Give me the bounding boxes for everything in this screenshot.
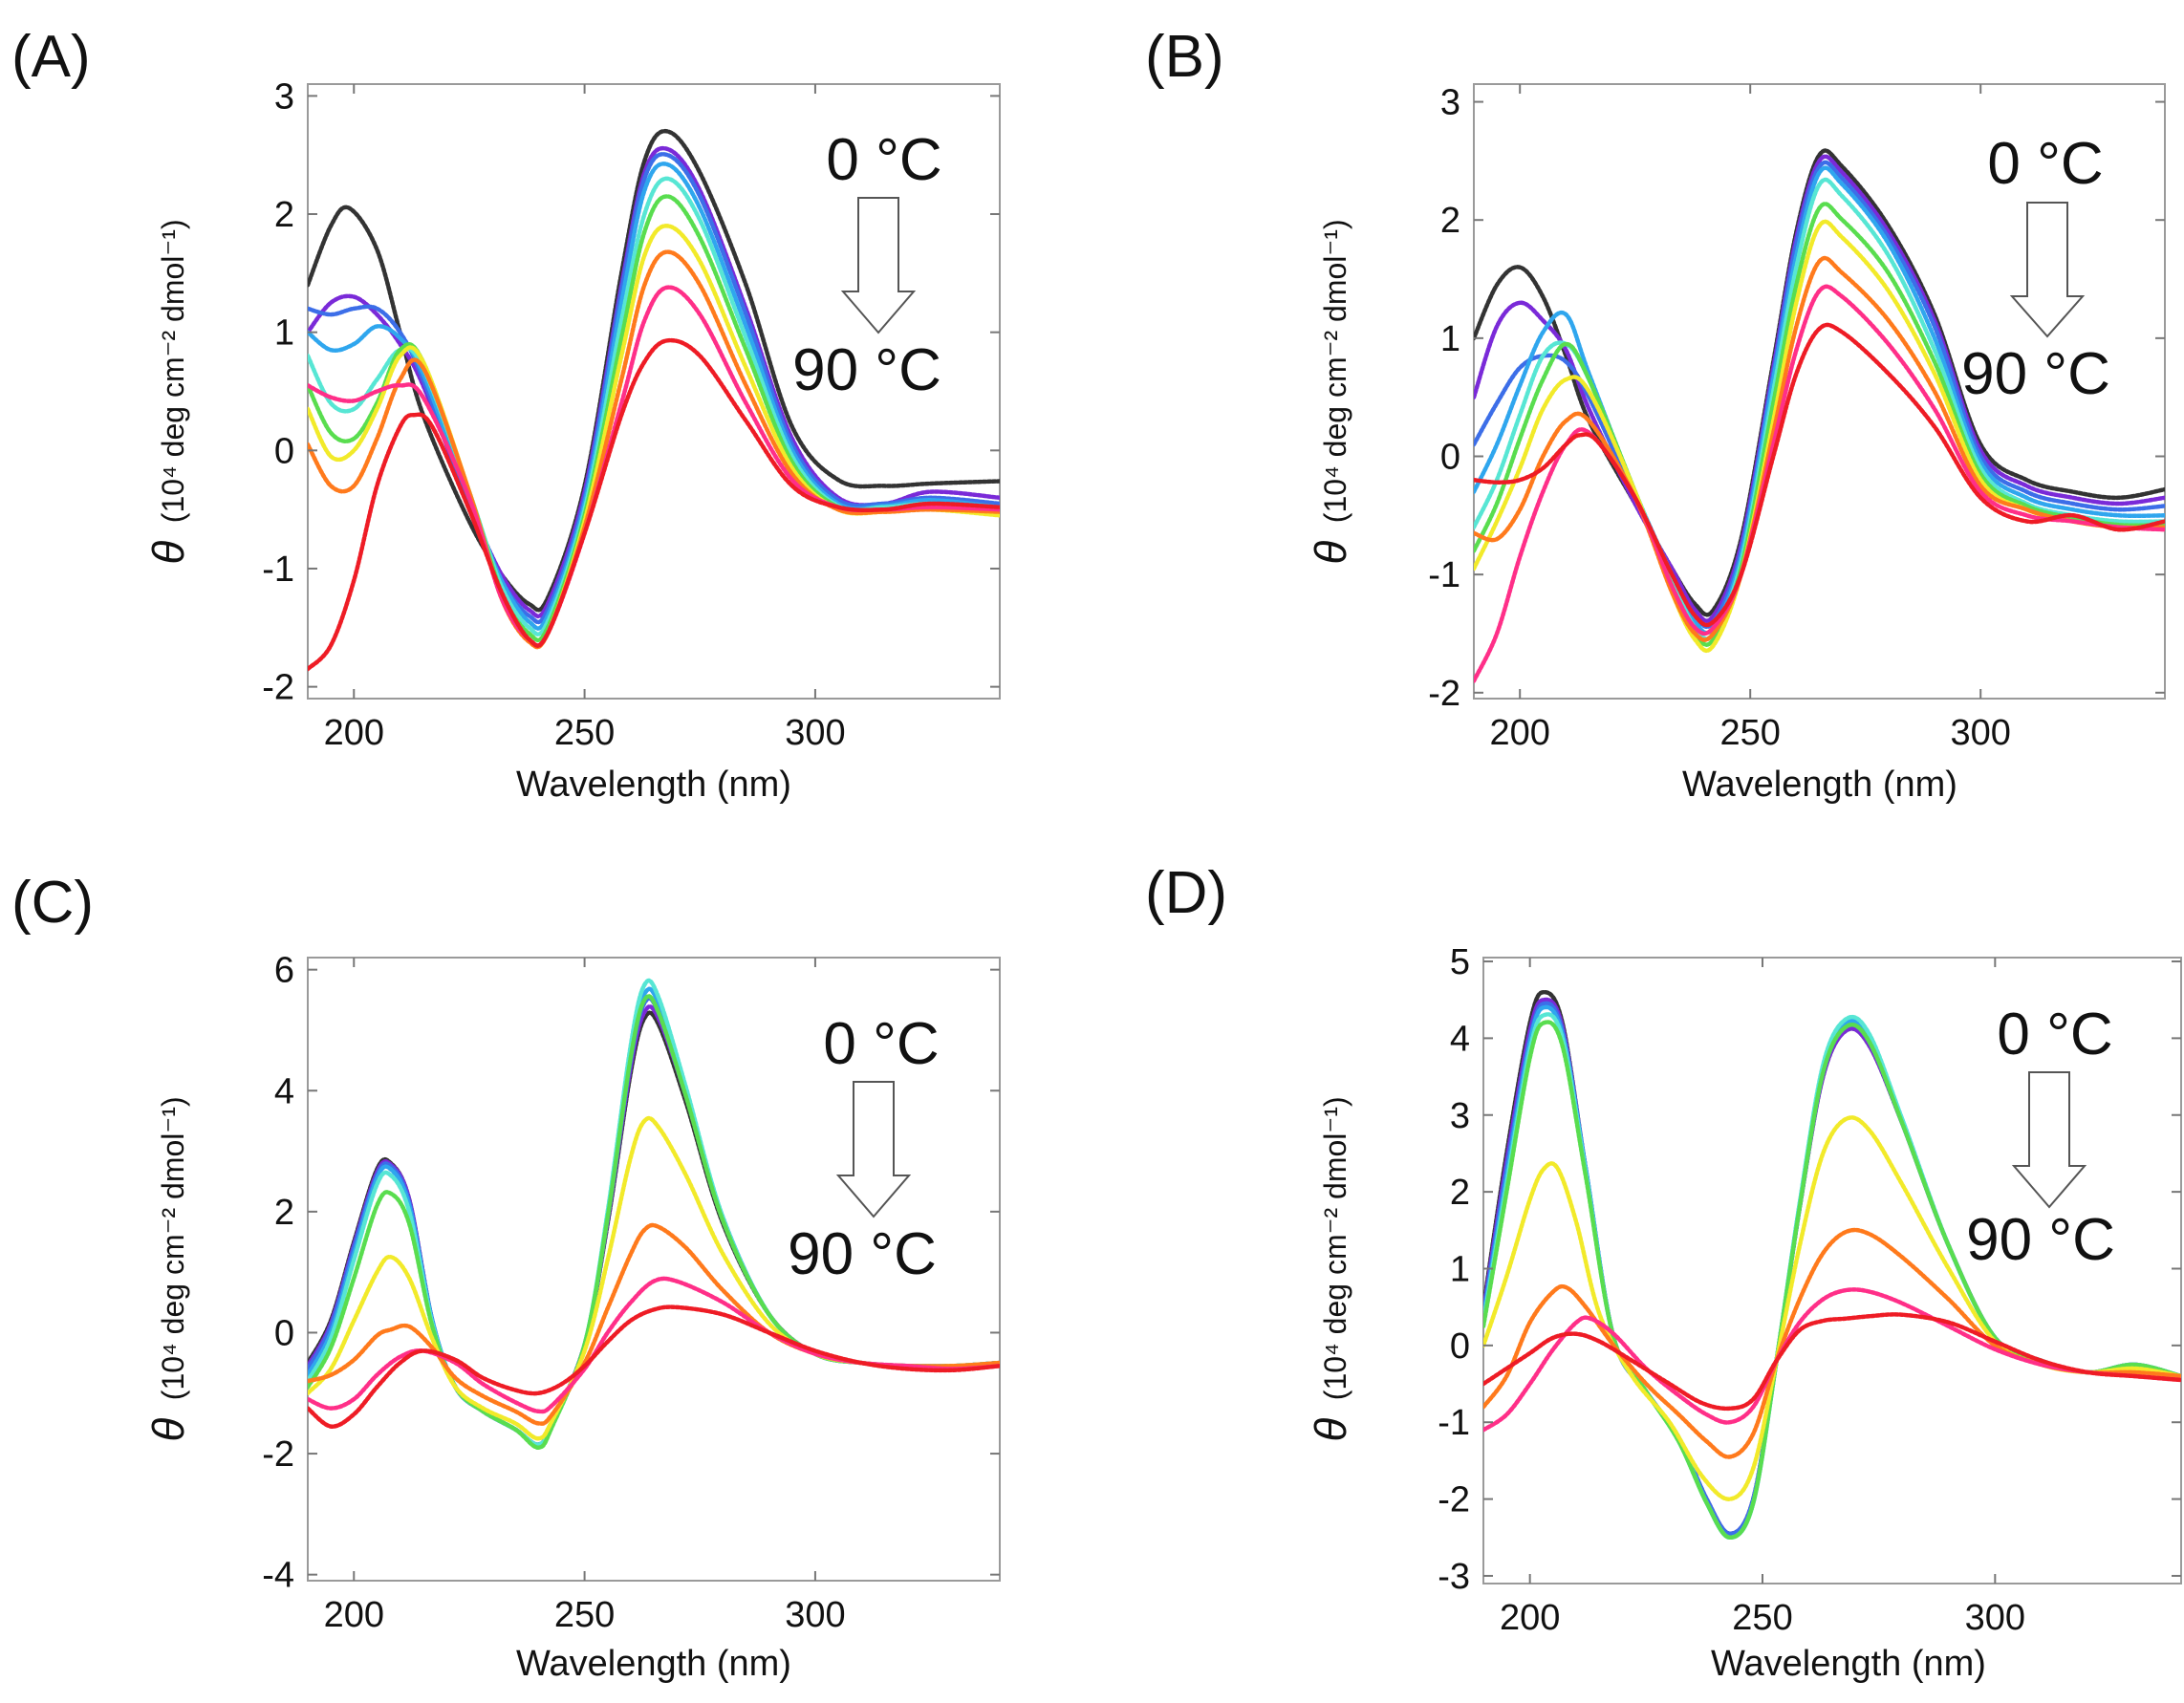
panel-label: (A) [11,24,91,90]
x-tick-label: 250 [1719,713,1780,753]
annotation-bottom: 90 °C [792,337,941,403]
y-axis-title: θ (10⁴ deg cm⁻² dmol⁻¹) [1306,219,1355,564]
panel-b: (B) 200 250 300 -2 -1 0 1 2 3 Wavelength (nm) θ … [1145,24,2166,805]
y-tick-label: 0 [274,431,294,471]
y-tick-label: 1 [1450,1249,1470,1289]
y-tick-label: 4 [274,1071,294,1111]
y-axis-title: θ (10⁴ deg cm⁻² dmol⁻¹) [143,1096,193,1441]
y-tick-label: -1 [262,550,294,590]
y-axis-title: θ (10⁴ deg cm⁻² dmol⁻¹) [143,219,193,564]
y-axis-unit: (10⁴ deg cm⁻² dmol⁻¹) [156,1096,190,1400]
plot-frame [307,957,1001,1582]
y-tick-label: 1 [274,313,294,354]
down-arrow-icon [835,1081,912,1218]
y-tick-label: 2 [274,1193,294,1233]
series-line-90c [1474,322,2165,628]
panel-label: (D) [1145,860,1227,926]
series-line-50c [1474,202,2165,647]
ticks-group: 200 250 300 -2 -1 0 1 2 3 [262,76,1000,753]
y-axis-symbol: θ [1306,541,1355,565]
series-line-50c [1483,1020,2181,1541]
y-tick-label: 6 [274,951,294,991]
x-tick-label: 250 [554,1595,615,1635]
x-tick-label: 300 [1950,713,2010,753]
x-axis-title: Wavelength (nm) [516,765,791,805]
y-axis-unit: (10⁴ deg cm⁻² dmol⁻¹) [156,219,190,523]
series-line-90c [308,337,1000,672]
x-axis-title: Wavelength (nm) [1711,1644,1986,1684]
y-axis-symbol: θ [143,1418,193,1442]
x-tick-label: 300 [785,713,845,753]
down-arrow-icon [2011,1071,2087,1209]
y-tick-label: 4 [1450,1019,1470,1059]
ticks-group: 200 250 300 -2 -1 0 1 2 3 [1428,83,2165,753]
y-tick-label: -1 [1428,555,1460,595]
y-tick-label: 3 [274,76,294,117]
x-axis-title: Wavelength (nm) [1682,765,1957,805]
y-tick-label: -3 [1438,1557,1470,1597]
y-tick-label: -2 [262,1434,294,1475]
plot-frame [1482,957,2182,1584]
panel-label: (C) [11,870,94,936]
y-axis-symbol: θ [1306,1418,1355,1442]
x-tick-label: 200 [1500,1598,1560,1638]
y-tick-label: 0 [1450,1326,1470,1367]
ticks-group: 200 250 300 -4 -2 0 2 4 6 [262,951,1000,1635]
x-tick-label: 200 [324,713,384,753]
curves-group [1483,989,2181,1541]
y-tick-label: -4 [262,1556,294,1596]
y-tick-label: -2 [1428,674,1460,714]
down-arrow-icon [840,197,917,334]
y-tick-label: 3 [1440,83,1460,123]
x-tick-label: 300 [785,1595,845,1635]
ticks-group: 200 250 300 -3 -2 -1 0 1 2 3 4 5 [1438,942,2181,1638]
x-axis-title: Wavelength (nm) [516,1644,791,1684]
panel-a: (A) 200 250 300 -2 -1 0 1 2 3 Wavelength (nm) θ … [11,24,1001,805]
annotation-bottom: 90 °C [788,1221,937,1287]
y-axis-symbol: θ [143,541,193,565]
curves-group [1474,148,2165,683]
y-tick-label: 1 [1440,319,1460,359]
y-tick-label: 3 [1450,1096,1470,1136]
series-line-90c [1483,1312,2181,1412]
series-line-70c [1483,1227,2181,1459]
x-tick-label: 300 [1965,1598,2025,1638]
y-tick-label: 2 [1440,201,1460,241]
annotation-top: 0 °C [1987,131,2103,197]
y-tick-label: 5 [1450,942,1470,982]
x-tick-label: 250 [1732,1598,1792,1638]
y-tick-label: 2 [274,195,294,235]
panel-d: (D) 200 250 300 -3 -2 -1 0 1 2 3 4 5 Wavelength (nm… [1145,860,2182,1684]
y-tick-label: 0 [274,1313,294,1353]
annotation-top: 0 °C [823,1011,939,1077]
panel-c: (C) 200 250 300 -4 -2 0 2 4 6 Wavelength (nm) θ … [11,870,1001,1684]
down-arrow-icon [2009,202,2086,338]
series-line-60c [1483,1115,2181,1501]
panel-label: (B) [1145,24,1224,90]
y-axis-unit: (10⁴ deg cm⁻² dmol⁻¹) [1318,1096,1352,1400]
series-line-80c [308,1276,1000,1414]
annotation-top: 0 °C [1997,1002,2112,1067]
series-line-90c [308,1304,1000,1429]
y-axis-title: θ (10⁴ deg cm⁻² dmol⁻¹) [1306,1096,1355,1441]
x-tick-label: 200 [324,1595,384,1635]
y-tick-label: -1 [1438,1403,1470,1443]
annotation-bottom: 90 °C [1961,341,2110,407]
curves-group [308,978,1000,1450]
x-tick-label: 200 [1489,713,1549,753]
curves-group [308,128,1000,672]
y-tick-label: -2 [262,668,294,708]
annotation-bottom: 90 °C [1966,1207,2115,1273]
y-tick-label: -2 [1438,1480,1470,1520]
plot-frame [307,83,1001,700]
annotation-top: 0 °C [826,127,941,193]
y-tick-label: 0 [1440,438,1460,478]
y-tick-label: 2 [1450,1173,1470,1213]
x-tick-label: 250 [554,713,615,753]
y-axis-unit: (10⁴ deg cm⁻² dmol⁻¹) [1318,219,1352,523]
